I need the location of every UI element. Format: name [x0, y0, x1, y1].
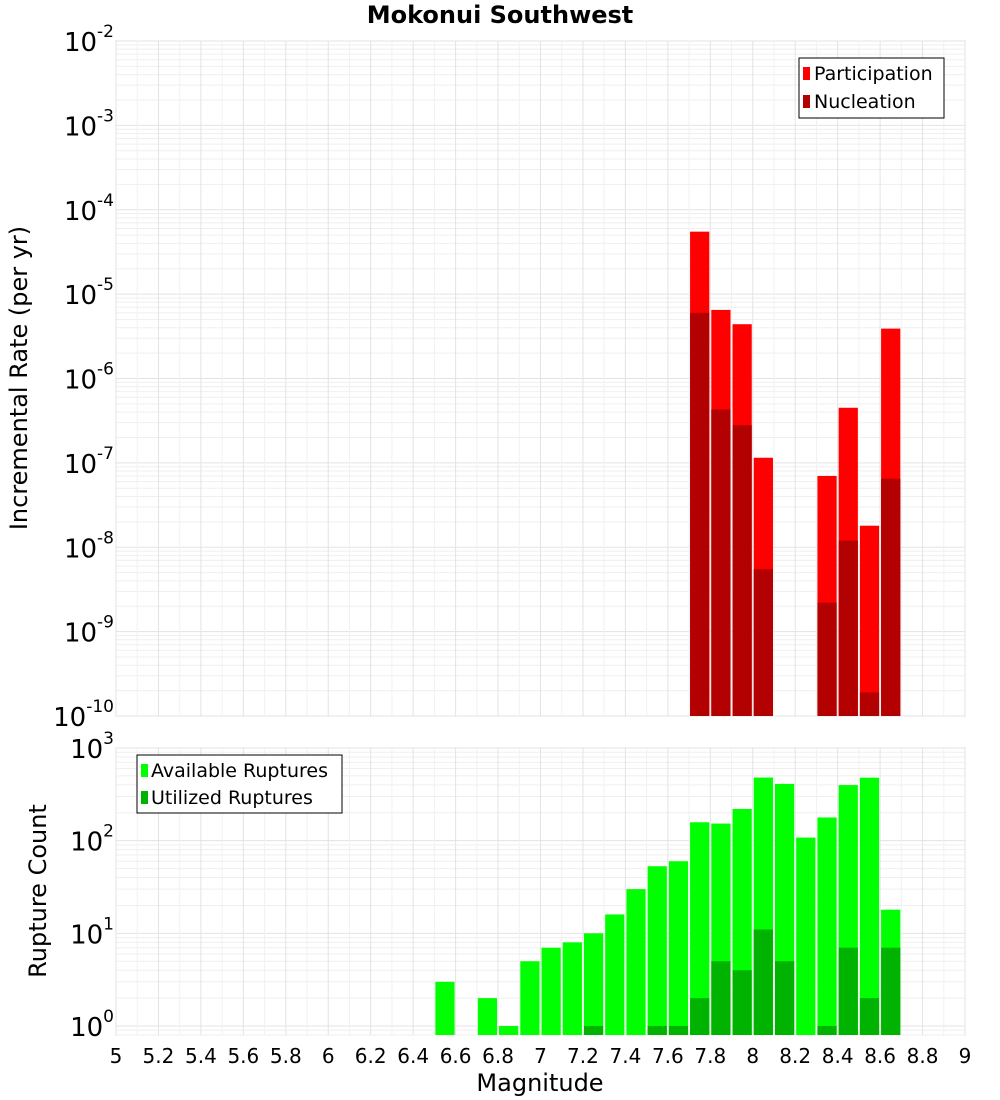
rupture-count-bar: [520, 961, 540, 1035]
rupture-count-bar: [605, 914, 625, 1035]
rate-y-tick-label: 10-10: [53, 697, 114, 733]
rupture-count-y-tick-label: 102: [70, 822, 114, 858]
rate-bar: [690, 312, 710, 716]
x-tick-label: 8.2: [779, 1044, 811, 1068]
rate-y-tick-label: 10-3: [64, 106, 114, 142]
rate-y-tick-label: 10-6: [64, 360, 114, 396]
utilized-ruptures-legend-label: Utilized Ruptures: [151, 787, 313, 809]
rate-bars: [690, 231, 901, 716]
x-tick-label: 8.8: [907, 1044, 939, 1068]
rate-y-tick-label: 10-7: [64, 444, 114, 480]
x-tick-label: 5.6: [227, 1044, 259, 1068]
rupture-count-bar: [796, 837, 816, 1035]
rupture-count-bar: [817, 1026, 837, 1035]
rupture-count-bar: [859, 777, 880, 1035]
rupture-count-y-tick-label: 100: [70, 1007, 114, 1043]
x-tick-label: 8: [746, 1044, 759, 1068]
rupture-count-bar: [647, 1026, 667, 1035]
rupture-count-bar: [435, 981, 455, 1035]
x-tick-label: 5.4: [185, 1044, 217, 1068]
rate-grid: [115, 40, 966, 717]
rupture-count-bar: [562, 942, 582, 1035]
rate-bar: [838, 540, 858, 716]
utilized-ruptures-legend-swatch: [141, 791, 148, 804]
rupture-count-bar: [668, 1026, 689, 1035]
x-tick-label: 7.6: [652, 1044, 684, 1068]
x-tick-label: 9: [959, 1044, 972, 1068]
x-tick-label: 7.8: [694, 1044, 726, 1068]
rate-legend-box: [798, 57, 945, 119]
rupture-count-bar: [583, 933, 604, 1035]
x-tick-label: 6.4: [397, 1044, 429, 1068]
x-tick-label: 6.6: [440, 1044, 472, 1068]
x-tick-label: 5: [110, 1044, 123, 1068]
rate-bar: [753, 569, 773, 716]
rupture-count-bar: [499, 1026, 519, 1035]
rupture-count-y-ticks: 100 101 102 103: [70, 729, 114, 1043]
rupture-count-bar: [626, 889, 646, 1035]
rupture-count-bars: [435, 777, 901, 1035]
rupture-count-y-axis-label: Rupture Count: [24, 804, 52, 978]
rupture-count-legend-box: [136, 754, 343, 814]
rupture-count-legend: Available Ruptures Utilized Ruptures: [136, 754, 343, 814]
rate-y-tick-label: 10-9: [64, 613, 114, 649]
nucleation-legend-swatch: [803, 95, 810, 108]
rate-y-axis-label: Incremental Rate (per yr): [5, 226, 33, 530]
x-tick-label: 6.2: [355, 1044, 387, 1068]
x-tick-label: 5.2: [143, 1044, 175, 1068]
x-tick-label: 6: [322, 1044, 335, 1068]
nucleation-legend-label: Nucleation: [814, 91, 916, 113]
chart-title: Mokonui Southwest: [367, 1, 634, 29]
participation-legend-label: Participation: [814, 63, 933, 85]
rupture-count-y-tick-label: 103: [70, 729, 114, 765]
rate-bar: [859, 525, 880, 716]
x-tick-label: 8.4: [822, 1044, 854, 1068]
rate-bar: [881, 478, 901, 716]
magnitude-x-ticks: 5 5.2 5.4 5.6 5.8 6 6.2 6.4 6.6 6.8 7 7.2 7.4 7.6 7.8 8…: [110, 1044, 972, 1068]
rate-bar: [817, 602, 837, 716]
rupture-count-bar: [711, 961, 731, 1035]
available-ruptures-legend-swatch: [141, 764, 148, 777]
rate-bar: [732, 425, 752, 716]
rate-legend: Participation Nucleation: [798, 57, 945, 119]
rupture-count-bar: [881, 947, 901, 1035]
rate-y-tick-label: 10-5: [64, 275, 114, 311]
x-tick-label: 7.2: [567, 1044, 599, 1068]
rate-panel: 10-10 10-9 10-8 10-7 10-6 10-5 10-4 10-3 10-2 In…: [5, 22, 966, 733]
rupture-count-bar: [690, 998, 710, 1035]
rupture-count-bar: [774, 961, 795, 1035]
rupture-count-bar: [477, 998, 498, 1035]
rupture-count-bar: [690, 822, 710, 1035]
rupture-count-bar: [668, 861, 689, 1035]
available-ruptures-legend-label: Available Ruptures: [151, 760, 328, 782]
x-tick-label: 7.4: [609, 1044, 641, 1068]
rupture-count-y-tick-label: 101: [70, 914, 114, 950]
rupture-count-bar: [817, 817, 837, 1035]
x-tick-label: 8.6: [864, 1044, 896, 1068]
rate-y-ticks: 10-10 10-9 10-8 10-7 10-6 10-5 10-4 10-3 10-2: [53, 22, 114, 733]
rupture-count-bar: [859, 998, 880, 1035]
rupture-count-bar: [838, 947, 858, 1035]
x-tick-label: 6.8: [482, 1044, 514, 1068]
rate-bar: [711, 409, 731, 716]
participation-legend-swatch: [803, 67, 810, 80]
rupture-count-panel: 100 101 102 103 5 5.2 5.4 5.6 5.8 6 6.2 6.4 6.6 6.8 7…: [24, 729, 971, 1097]
rupture-count-bar: [541, 947, 561, 1035]
rupture-count-bar: [753, 929, 773, 1035]
rate-y-tick-label: 10-8: [64, 528, 114, 564]
rate-y-tick-label: 10-4: [64, 191, 114, 227]
rupture-count-bar: [583, 1026, 604, 1035]
x-tick-label: 5.8: [270, 1044, 302, 1068]
rate-y-tick-label: 10-2: [64, 22, 114, 58]
rupture-count-bar: [647, 866, 667, 1035]
x-tick-label: 7: [534, 1044, 547, 1068]
rate-bar: [859, 692, 880, 716]
rupture-count-bar: [732, 970, 752, 1035]
magnitude-x-axis-label: Magnitude: [476, 1069, 603, 1097]
